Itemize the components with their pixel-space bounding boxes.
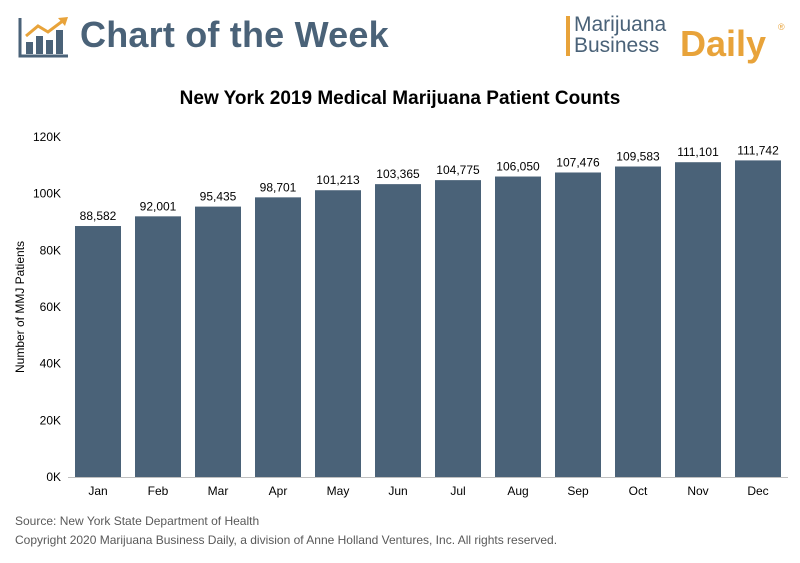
bar-value-label: 111,742 [737,143,779,157]
bar [195,206,241,477]
bar [135,216,181,477]
bar-value-label: 98,701 [260,180,297,194]
bar-value-label: 95,435 [200,190,237,204]
x-tick-label: May [327,484,350,498]
y-axis-label: Number of MMJ Patients [13,241,27,373]
y-tick-label: 60K [40,300,61,314]
chart-title: New York 2019 Medical Marijuana Patient … [179,88,621,109]
x-tick-label: Jan [88,484,107,498]
brand-word-daily: Daily [680,23,767,64]
y-tick-label: 40K [40,357,61,371]
bar-value-label: 107,476 [556,155,600,169]
x-tick-label: Sep [567,484,589,498]
bars [75,160,781,477]
bar-value-label: 103,365 [376,167,420,181]
bar [495,176,541,477]
registered-mark: ® [778,22,785,32]
bar-value-label: 92,001 [140,199,177,213]
x-tick-label: Dec [747,484,768,498]
x-tick-label: Oct [629,484,648,498]
bar-value-label: 88,582 [80,209,117,223]
header: Chart of the Week Marijuana Business Dai… [0,0,800,72]
page-title: Chart of the Week [80,14,389,55]
bar [735,160,781,477]
y-tick-label: 100K [33,187,61,201]
bar-value-label: 111,101 [677,145,719,159]
bar [675,162,721,477]
brand-accent-bar [566,16,570,56]
bar [75,226,121,477]
data-labels: 88,582 92,001 95,435 98,701 101,213 103,365 10… [80,143,779,223]
x-tick-label: Aug [507,484,528,498]
bar-chart-trend-icon [18,17,68,58]
bar-value-label: 106,050 [496,160,540,174]
bar [435,180,481,477]
x-tick-label: Feb [148,484,169,498]
bar-chart: 0K 20K 40K 60K 80K 100K 120K 88,582 92,001 95,43… [13,130,788,498]
copyright-note: Copyright 2020 Marijuana Business Daily,… [15,533,558,547]
y-tick-label: 0K [46,470,61,484]
bar-value-label: 101,213 [316,173,360,187]
bar [315,190,361,477]
y-tick-label: 80K [40,243,61,257]
y-tick-label: 20K [40,413,61,427]
source-note: Source: New York State Department of Hea… [15,514,260,528]
y-axis-ticks: 0K 20K 40K 60K 80K 100K 120K [33,130,61,484]
brand-logo: Marijuana Business Daily ® [566,14,786,62]
x-tick-label: Apr [269,484,288,498]
brand-word-marijuana: Marijuana [574,13,667,36]
bar [555,172,601,477]
brand-word-business: Business [574,34,660,57]
x-axis-ticks: Jan Feb Mar Apr May Jun Jul Aug Sep Oct Nov Dec [88,484,768,498]
x-tick-label: Nov [687,484,708,498]
x-tick-label: Mar [208,484,229,498]
bar [615,166,661,477]
bar [255,197,301,477]
bar-value-label: 109,583 [616,150,660,164]
bar-value-label: 104,775 [436,163,480,177]
bar [375,184,421,477]
x-tick-label: Jul [450,484,465,498]
x-tick-label: Jun [388,484,407,498]
y-tick-label: 120K [33,130,61,144]
